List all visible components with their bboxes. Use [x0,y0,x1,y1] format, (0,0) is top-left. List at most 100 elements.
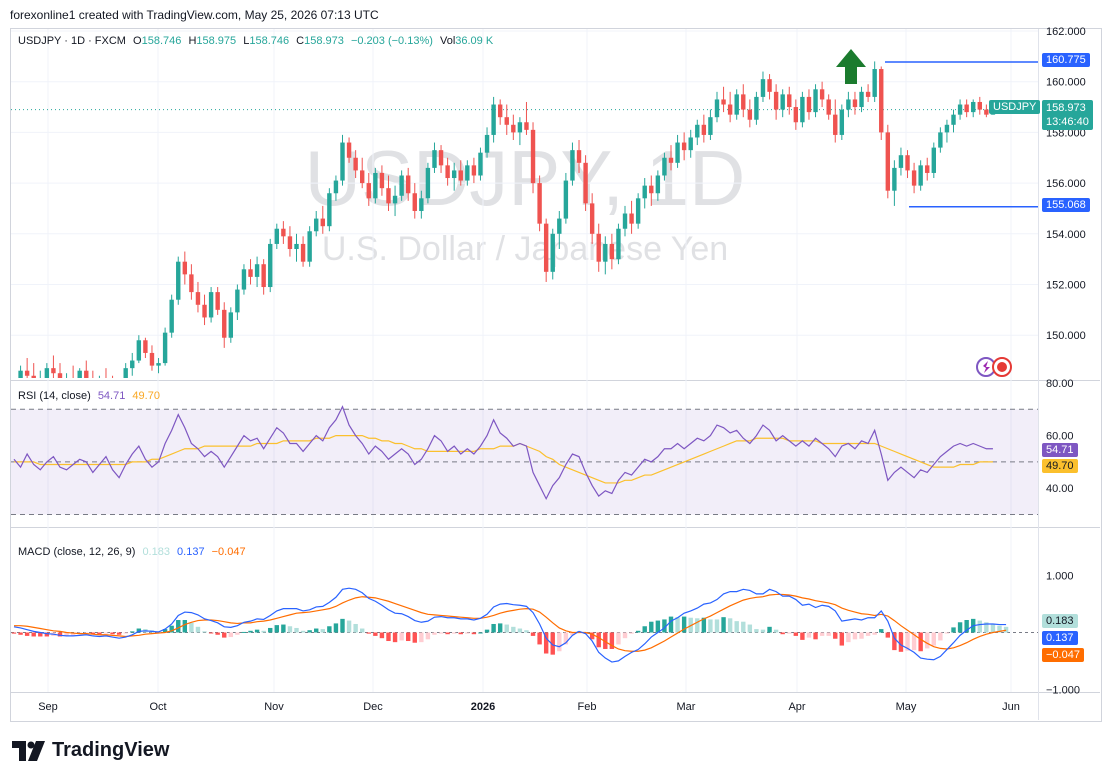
rsi-value-tag: 54.71 [1042,443,1078,457]
candle-body [149,352,155,366]
macd-histogram-bar [708,619,713,633]
candle [583,155,588,211]
candle-body [333,180,339,194]
macd-histogram-bar [346,620,352,633]
candle [294,233,299,262]
macd-name[interactable]: MACD (close, 12, 26, 9) [18,546,136,558]
candle-body [294,243,299,250]
candle-body [169,299,174,333]
macd-histogram-bar [38,632,43,637]
macd-histogram-bar [44,632,50,637]
candle [156,358,161,374]
candle-body [478,152,483,176]
rsi-legend[interactable]: RSI (14, close) 54.71 49.70 [18,390,164,402]
candle-body [412,193,417,211]
macd-histogram-bar [787,632,792,634]
macd-histogram-bar [892,632,897,651]
candle [471,157,477,184]
macd-histogram-bar [951,627,956,633]
candle-body [879,69,884,133]
macd-histogram-bar [169,625,174,633]
macd-histogram-bar [18,632,23,635]
candle [208,287,214,323]
level-high-tag[interactable]: 160.775 [1042,53,1090,67]
candle [228,307,234,343]
candle [865,84,871,102]
time-tick-label: Oct [149,701,166,713]
rsi-ma-value: 49.70 [132,390,160,402]
candle [872,61,877,102]
candle-body [951,114,956,125]
candle [445,157,450,186]
candle [681,132,687,161]
candle [340,134,345,186]
candle-body [136,340,142,361]
candle-body [576,150,582,163]
candle-body [51,368,56,374]
candle-body [130,360,135,369]
candle-body [274,228,279,244]
candle-body [392,195,398,204]
macd-histogram-bar [432,632,437,635]
candle-body [760,79,766,97]
macd-histogram-bar [616,632,621,645]
candle [169,294,174,338]
candle-body [320,218,325,227]
macd-histogram-bar [865,632,871,636]
macd-histogram-bar [465,632,470,634]
macd-histogram-bar [110,632,115,635]
candle-body [885,132,891,191]
macd-histogram-bar [274,625,279,633]
main-legend[interactable]: USDJPY · 1D · FXCM O158.746 H158.975 L15… [18,35,497,47]
time-tick-label: Apr [788,701,805,713]
macd-histogram-bar [123,632,128,634]
watermark-subtitle: U.S. Dollar / Japanese Yen [322,230,728,268]
change-value: −0.203 (−0.13%) [350,35,433,47]
candle-body [747,109,753,120]
candle-body [806,96,812,113]
high-label: H [188,35,197,47]
price-tick-label: 154.000 [1046,229,1086,241]
candle-body [399,175,404,196]
candle-body [800,96,805,123]
level-low-tag[interactable]: 155.068 [1042,198,1090,212]
high-value: 158.975 [196,35,237,47]
macd-histogram-bar [629,632,634,634]
candle [931,142,936,179]
macd-histogram-bar [589,632,595,640]
candle-body [971,101,976,113]
macd-legend[interactable]: MACD (close, 12, 26, 9) 0.183 0.137 −0.0… [18,546,250,558]
macd-histogram-bar [662,619,667,633]
candle-body [898,155,904,168]
rsi-name[interactable]: RSI (14, close) [18,390,91,402]
tradingview-logo[interactable]: TradingView [12,739,169,762]
candle-body [833,114,838,135]
symbol-label[interactable]: USDJPY · 1D · FXCM [18,35,126,47]
macd-histogram-bar [537,632,542,645]
candle [314,210,319,237]
candle [668,145,674,171]
candle [176,256,181,305]
macd-histogram-bar [202,631,207,633]
macd-histogram-bar [90,632,96,635]
symbol-tag[interactable]: USDJPY [989,100,1041,114]
candle [307,226,312,267]
candle-body [406,175,411,194]
last-price-tag[interactable]: 158.973 13:46:40 [1042,100,1093,130]
up-arrow-icon[interactable] [836,49,866,84]
candle [971,99,976,118]
time-tick-label: Mar [677,701,696,713]
candle [386,175,391,211]
candle-body [721,99,726,105]
candle [202,294,207,326]
currency-flags-icon[interactable] [976,357,1012,377]
candle [806,89,812,120]
macd-histogram-bar [780,632,785,635]
macd-histogram-bar [497,623,503,633]
macd-histogram-bar [307,630,312,633]
candle [662,152,667,181]
macd-histogram-bar [635,630,641,633]
macd-histogram-bar [1003,626,1009,633]
open-label: O [133,35,142,47]
